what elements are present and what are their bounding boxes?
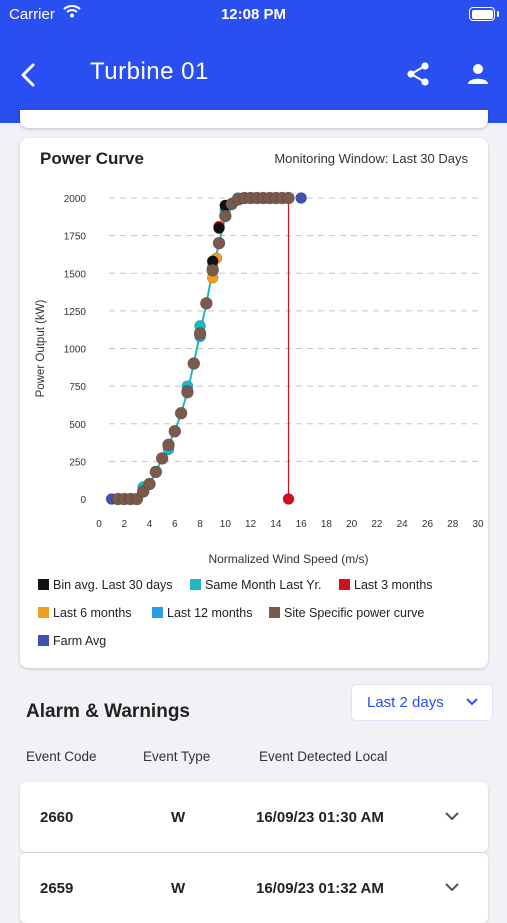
y-tick-label: 500 xyxy=(69,420,86,431)
app-header: Carrier 12:08 PM Turbine 01 xyxy=(0,0,507,123)
data-point xyxy=(187,357,201,370)
alarm-row[interactable]: 2659 W 16/09/23 01:32 AM xyxy=(20,853,488,923)
y-axis-label: Power Output (kW) xyxy=(35,299,47,397)
y-tick-label: 1500 xyxy=(64,269,87,280)
battery-icon xyxy=(469,7,499,21)
data-point xyxy=(155,452,169,465)
time-range-label: Last 2 days xyxy=(367,694,444,711)
data-point xyxy=(295,192,307,204)
column-event-type: Event Type xyxy=(143,749,211,764)
legend-swatch xyxy=(269,607,280,618)
x-tick-label: 20 xyxy=(346,519,358,530)
data-point xyxy=(162,438,175,452)
x-tick-label: 0 xyxy=(96,519,102,530)
event-time: 16/09/23 01:30 AM xyxy=(256,809,384,826)
data-point xyxy=(168,424,182,438)
chevron-left-icon[interactable] xyxy=(16,60,44,90)
legend-item: Last 3 months xyxy=(339,578,433,592)
data-point xyxy=(149,465,163,479)
legend-label: Bin avg. Last 30 days xyxy=(53,578,173,592)
x-tick-label: 30 xyxy=(472,519,484,530)
x-tick-label: 12 xyxy=(245,519,257,530)
legend-item: Last 12 months xyxy=(152,606,252,620)
x-tick-label: 14 xyxy=(270,519,282,530)
chevron-down-icon xyxy=(466,698,478,706)
power-curve-title: Power Curve xyxy=(40,149,144,168)
data-point xyxy=(206,263,219,277)
legend-item: Farm Avg xyxy=(38,634,106,648)
x-tick-label: 22 xyxy=(371,519,383,530)
legend-label: Site Specific power curve xyxy=(284,606,425,620)
wifi-icon xyxy=(63,5,81,18)
legend-label: Last 6 months xyxy=(53,606,132,620)
data-point xyxy=(143,477,156,491)
x-tick-label: 24 xyxy=(397,519,409,530)
x-tick-label: 26 xyxy=(422,519,434,530)
legend-swatch xyxy=(38,579,49,590)
y-tick-label: 2000 xyxy=(64,194,87,205)
event-code: 2659 xyxy=(40,880,74,897)
y-tick-label: 1250 xyxy=(64,307,87,318)
event-time: 16/09/23 01:32 AM xyxy=(256,880,384,897)
x-tick-label: 28 xyxy=(447,519,459,530)
carrier-label: Carrier xyxy=(9,6,55,23)
x-axis-label: Normalized Wind Speed (m/s) xyxy=(208,552,368,566)
event-type: W xyxy=(171,809,186,826)
data-point xyxy=(213,222,225,234)
x-tick-label: 2 xyxy=(121,519,127,530)
data-point xyxy=(282,493,295,505)
y-tick-label: 1750 xyxy=(64,232,87,243)
share-icon[interactable] xyxy=(405,61,431,87)
legend-label: Farm Avg xyxy=(53,634,107,648)
data-point xyxy=(181,385,194,399)
x-tick-label: 16 xyxy=(296,519,308,530)
data-point xyxy=(200,297,213,310)
legend-item: Last 6 months xyxy=(38,606,132,620)
page-title: Turbine 01 xyxy=(90,58,209,85)
power-curve-card: Power Curve Monitoring Window: Last 30 D… xyxy=(20,138,488,668)
chevron-down-icon[interactable] xyxy=(445,883,459,892)
y-tick-label: 750 xyxy=(69,382,86,393)
data-point xyxy=(212,236,226,250)
legend-swatch xyxy=(190,579,201,590)
event-code: 2660 xyxy=(40,809,74,826)
user-icon[interactable] xyxy=(466,62,490,86)
previous-card-edge xyxy=(20,110,488,128)
legend-swatch xyxy=(38,635,49,646)
x-tick-label: 8 xyxy=(197,519,203,530)
legend-label: Last 3 months xyxy=(354,578,433,592)
x-tick-label: 4 xyxy=(147,519,153,530)
x-tick-label: 18 xyxy=(321,519,333,530)
data-point xyxy=(219,209,232,223)
y-tick-label: 250 xyxy=(69,457,86,468)
data-point xyxy=(282,191,295,205)
data-point xyxy=(193,327,207,340)
legend-item: Same Month Last Yr. xyxy=(190,578,322,592)
alarm-row[interactable]: 2660 W 16/09/23 01:30 AM xyxy=(20,782,488,852)
status-time: 12:08 PM xyxy=(220,6,287,23)
y-tick-label: 0 xyxy=(80,495,86,506)
data-point xyxy=(174,406,188,420)
monitoring-window-label: Monitoring Window: Last 30 Days xyxy=(274,151,468,166)
status-bar: Carrier 12:08 PM xyxy=(0,0,507,30)
time-range-dropdown[interactable]: Last 2 days xyxy=(351,684,493,721)
column-event-detected: Event Detected Local xyxy=(259,749,388,764)
alarms-title: Alarm & Warnings xyxy=(26,701,190,722)
legend-item: Bin avg. Last 30 days xyxy=(38,578,173,592)
legend-label: Same Month Last Yr. xyxy=(205,578,322,592)
column-event-code: Event Code xyxy=(26,749,97,764)
legend-item: Site Specific power curve xyxy=(269,606,424,620)
x-tick-label: 6 xyxy=(172,519,178,530)
chevron-down-icon[interactable] xyxy=(445,812,459,821)
legend-swatch xyxy=(38,607,49,618)
legend-swatch xyxy=(339,579,350,590)
legend-label: Last 12 months xyxy=(167,606,253,620)
y-tick-label: 1000 xyxy=(64,345,87,356)
event-type: W xyxy=(171,880,186,897)
x-tick-label: 10 xyxy=(220,519,232,530)
legend-swatch xyxy=(152,607,163,618)
